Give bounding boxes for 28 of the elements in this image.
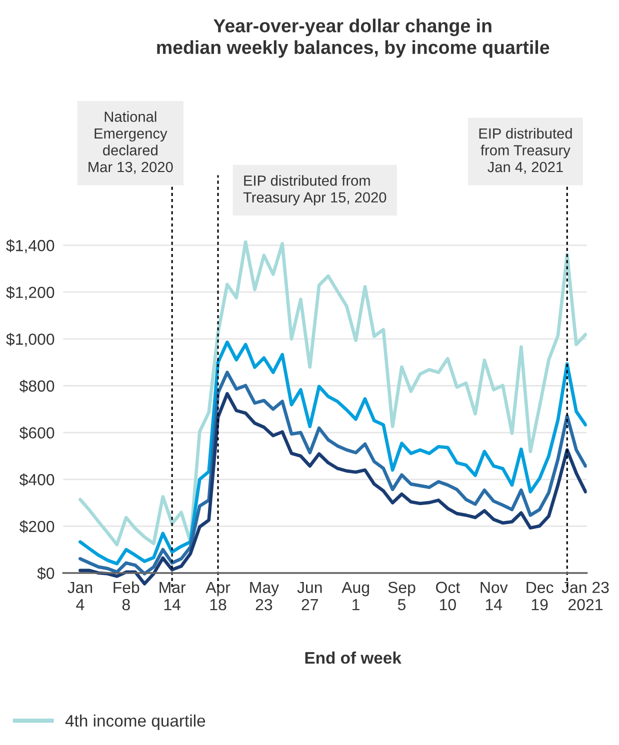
x-tick-label: Sep 5	[388, 582, 416, 610]
x-axis-title: End of week	[305, 652, 402, 664]
y-tick-label: $800	[19, 380, 54, 393]
y-tick-label: $1,200	[6, 286, 54, 300]
y-tick-label: $200	[19, 520, 54, 534]
legend-label: 4th income quartile	[65, 714, 206, 730]
x-tick-label: Jan 23 2021	[562, 582, 609, 610]
y-tick-label: $1,400	[6, 239, 54, 254]
x-tick-label: Jun 27	[297, 582, 322, 610]
x-tick-label: Dec 19	[526, 582, 554, 610]
y-tick-label: $400	[19, 473, 54, 486]
x-tick-label: Oct 10	[436, 582, 460, 610]
ref-line-label: EIP distributed from Treasury Jan 4, 2021	[479, 128, 572, 174]
ref-line-label: EIP distributed from Treasury Apr 15, 2020	[243, 175, 386, 206]
x-tick-label: Nov 14	[480, 582, 508, 610]
chart-title: Year-over-year dollar change in median weekly balances, by income quartile	[157, 18, 550, 58]
y-tick-label: $1,000	[6, 332, 54, 347]
y-tick-label: $600	[19, 426, 54, 440]
x-tick-label: Jan 4	[68, 582, 92, 610]
line-series	[78, 340, 587, 566]
x-tick-label: Feb 8	[114, 581, 140, 610]
x-tick-label: Apr 18	[206, 582, 230, 610]
x-tick-label: May 23	[250, 582, 280, 610]
x-tick-label: Aug 1	[342, 582, 369, 610]
x-tick-label: Mar 14	[160, 582, 186, 610]
y-tick-label: $0	[37, 566, 54, 580]
line-series	[78, 240, 587, 546]
ref-line-label: National Emergency declared Mar 13, 2020	[88, 111, 173, 174]
